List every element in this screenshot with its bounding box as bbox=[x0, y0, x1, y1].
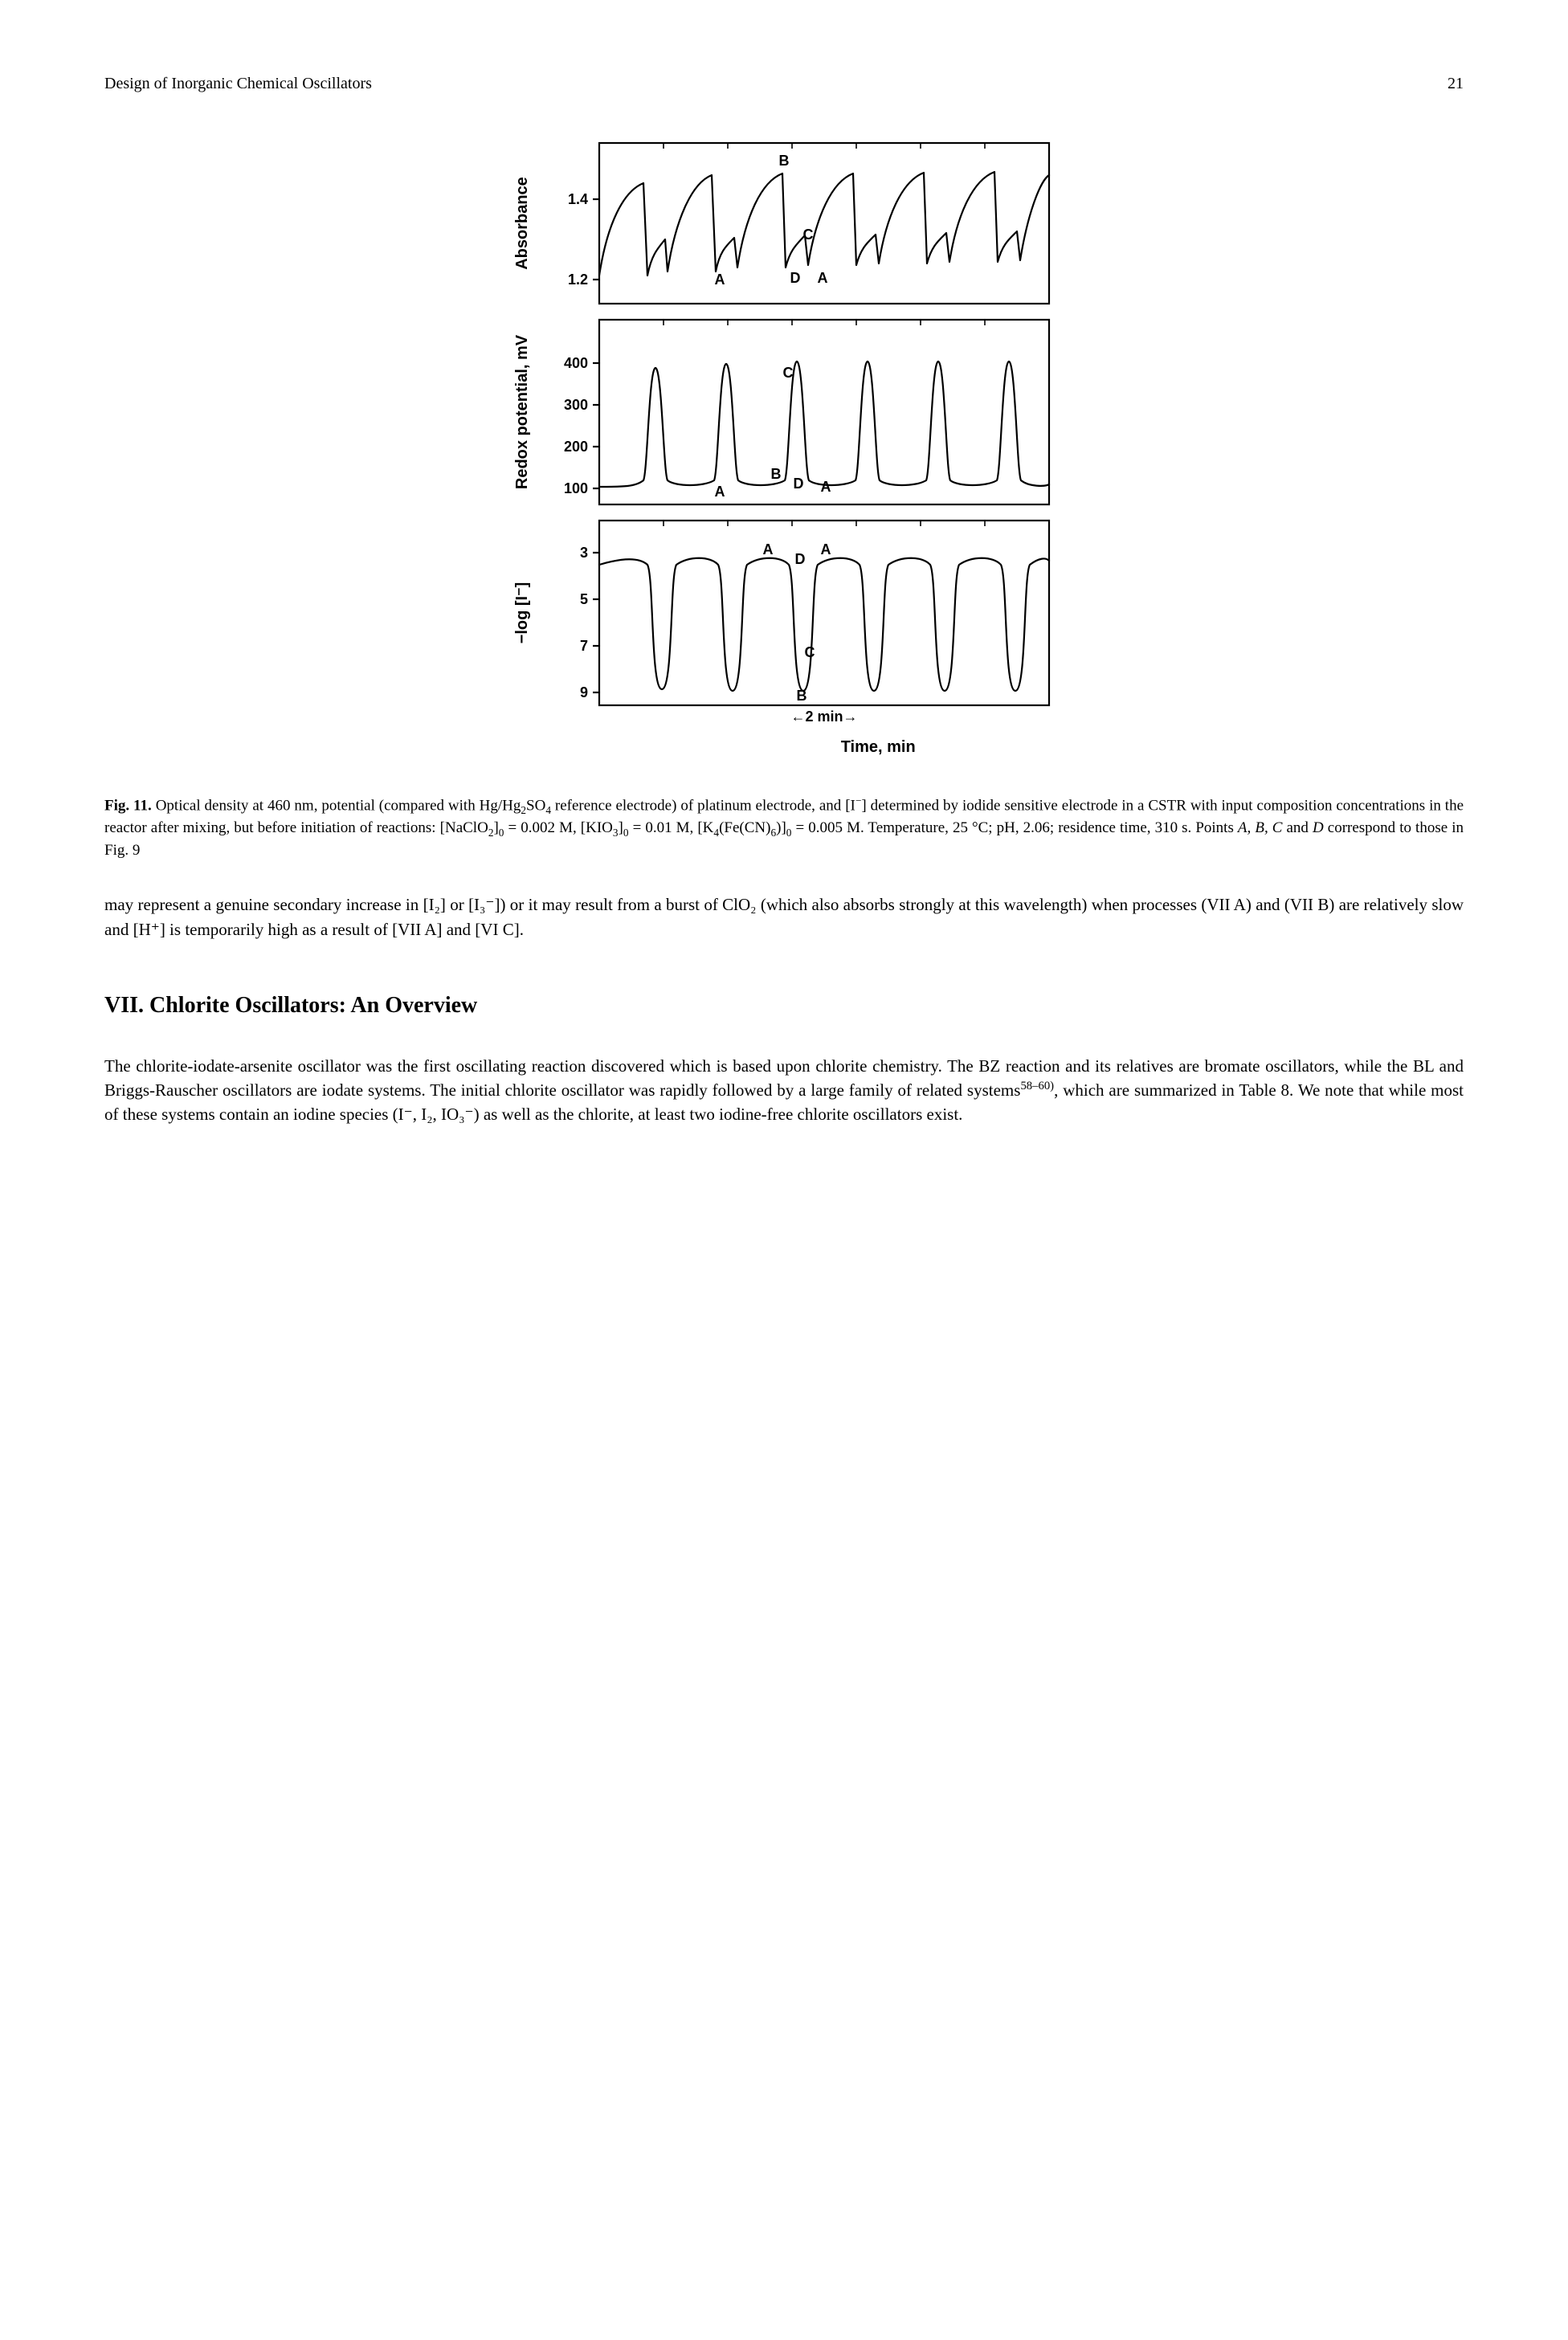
p2-b: 58–60) bbox=[1020, 1080, 1054, 1092]
cap-t21: A, B, C bbox=[1238, 819, 1283, 836]
svg-text:A: A bbox=[818, 270, 828, 286]
figure-11: 1.21.4AbsorbanceABCDA100200300400Redox p… bbox=[104, 119, 1464, 778]
svg-text:B: B bbox=[797, 688, 807, 704]
cap-t3: 4 bbox=[545, 804, 551, 816]
svg-text:B: B bbox=[779, 153, 790, 169]
svg-text:300: 300 bbox=[564, 397, 588, 413]
svg-text:A: A bbox=[821, 541, 831, 557]
svg-text:A: A bbox=[821, 479, 831, 495]
svg-text:A: A bbox=[763, 541, 774, 557]
svg-text:A: A bbox=[715, 484, 725, 500]
svg-text:400: 400 bbox=[564, 355, 588, 371]
svg-text:200: 200 bbox=[564, 439, 588, 455]
svg-text:D: D bbox=[795, 551, 806, 567]
cap-t22: and bbox=[1282, 819, 1313, 836]
svg-text:Absorbance: Absorbance bbox=[513, 177, 531, 270]
svg-text:D: D bbox=[794, 476, 804, 492]
paragraph-2: The chlorite-iodate-arsenite oscillator … bbox=[104, 1054, 1464, 1127]
cap-t4: reference electrode) of platinum electro… bbox=[551, 797, 855, 814]
svg-text:1.4: 1.4 bbox=[568, 191, 588, 207]
figure-svg: 1.21.4AbsorbanceABCDA100200300400Redox p… bbox=[471, 119, 1097, 778]
svg-text:Redox potential, mV: Redox potential, mV bbox=[513, 334, 531, 489]
svg-text:A: A bbox=[715, 272, 725, 288]
header-page-number: 21 bbox=[1448, 72, 1464, 95]
section-heading: VII. Chlorite Oscillators: An Overview bbox=[104, 990, 1464, 1021]
page-header: Design of Inorganic Chemical Oscillators… bbox=[104, 72, 1464, 95]
svg-text:Time, min: Time, min bbox=[841, 738, 916, 756]
caption-label: Fig. 11. bbox=[104, 797, 152, 814]
svg-text:−log [I⁻]: −log [I⁻] bbox=[513, 582, 531, 644]
svg-text:C: C bbox=[803, 227, 814, 243]
cap-t11: 3 bbox=[613, 827, 619, 839]
cap-t23: D bbox=[1313, 819, 1324, 836]
header-left: Design of Inorganic Chemical Oscillators bbox=[104, 72, 372, 95]
svg-text:C: C bbox=[805, 644, 815, 660]
figure-caption: Fig. 11. Optical density at 460 nm, pote… bbox=[104, 794, 1464, 860]
svg-text:B: B bbox=[771, 466, 782, 482]
cap-t16: (Fe(CN) bbox=[719, 819, 770, 836]
cap-t2: SO bbox=[526, 797, 545, 814]
cap-t13: 0 bbox=[623, 827, 629, 839]
cap-t14: = 0.01 M, [K bbox=[629, 819, 714, 836]
svg-text:5: 5 bbox=[580, 591, 588, 607]
cap-t18: )] bbox=[776, 819, 786, 836]
paragraph-1: may represent a genuine secondary increa… bbox=[104, 892, 1464, 941]
svg-text:9: 9 bbox=[580, 684, 588, 700]
svg-text:100: 100 bbox=[564, 480, 588, 496]
svg-text:C: C bbox=[783, 365, 794, 381]
svg-text:←2 min→: ←2 min→ bbox=[790, 709, 857, 725]
cap-t10: = 0.002 M, [KIO bbox=[504, 819, 612, 836]
svg-text:3: 3 bbox=[580, 545, 588, 561]
svg-text:7: 7 bbox=[580, 638, 588, 654]
cap-t0: Optical density at 460 nm, potential (co… bbox=[152, 797, 521, 814]
svg-text:1.2: 1.2 bbox=[568, 272, 588, 288]
svg-text:D: D bbox=[790, 270, 801, 286]
cap-t20: = 0.005 M. Temperature, 25 °C; pH, 2.06;… bbox=[791, 819, 1237, 836]
